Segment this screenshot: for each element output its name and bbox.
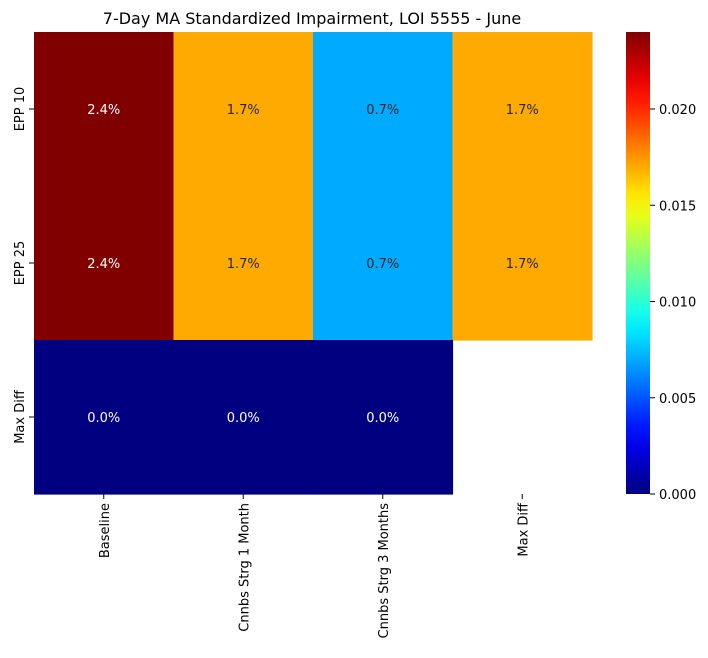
cell-annotation: 0.7% [366, 103, 399, 118]
heatmap-cell [313, 186, 454, 341]
cell-annotation: 1.7% [227, 257, 260, 272]
cell-annotation: 0.0% [87, 411, 120, 426]
heatmap-cell [313, 340, 454, 495]
heatmap-cell [313, 32, 454, 187]
cell-annotation: 0.7% [366, 257, 399, 272]
colorbar-tick-label: 0.010 [659, 296, 696, 311]
heatmap-cell [173, 186, 314, 341]
cell-annotation: 2.4% [87, 103, 120, 118]
cell-annotation: 1.7% [506, 257, 539, 272]
y-axis: EPP 10 EPP 25 Max Diff [13, 87, 34, 444]
x-tick-label: Baseline [98, 503, 113, 558]
cell-annotation: 0.0% [227, 411, 260, 426]
heatmap-cells [34, 32, 593, 495]
heatmap-cell [173, 340, 314, 495]
heatmap-cell [34, 340, 175, 495]
heatmap-cell [34, 32, 175, 187]
x-tick-label: Cnnbs Strg 3 Months [377, 503, 392, 639]
x-axis: Baseline Cnnbs Strg 1 Month Cnnbs Strg 3 M… [98, 494, 531, 639]
colorbar-tick-label: 0.015 [659, 199, 696, 214]
colorbar: 0.000 0.005 0.010 0.015 0.020 [626, 32, 696, 503]
colorbar-tick-label: 0.005 [659, 392, 696, 407]
chart-title: 7-Day MA Standardized Impairment, LOI 55… [103, 9, 521, 28]
y-tick-label: Max Diff [13, 389, 28, 444]
cell-annotation: 1.7% [227, 103, 260, 118]
x-tick-label: Cnnbs Strg 1 Month [237, 503, 252, 632]
cell-annotation: 1.7% [506, 103, 539, 118]
cell-annotation: 0.0% [366, 411, 399, 426]
x-tick-label: Max Diff [516, 502, 531, 557]
heatmap-cell [452, 32, 593, 187]
y-tick-label: EPP 10 [13, 87, 28, 132]
colorbar-gradient [626, 32, 650, 494]
heatmap-cell [452, 186, 593, 341]
y-tick-label: EPP 25 [13, 241, 28, 286]
colorbar-tick-label: 0.020 [659, 103, 696, 118]
cell-annotation: 2.4% [87, 257, 120, 272]
heatmap-cell [173, 32, 314, 187]
colorbar-tick-label: 0.000 [659, 488, 696, 503]
heatmap-cell [34, 186, 175, 341]
cell-annotations: 2.4% 1.7% 0.7% 1.7% 2.4% 1.7% 0.7% 1.7% 0.0% 0.0%… [87, 103, 539, 426]
